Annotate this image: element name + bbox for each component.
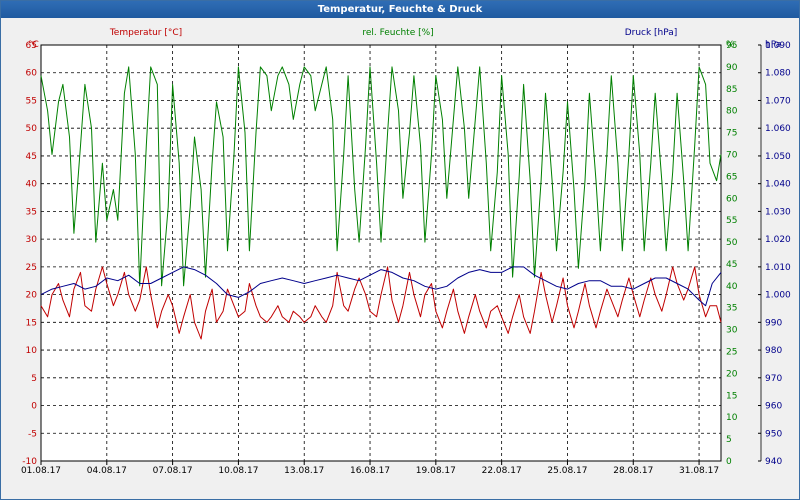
temperature-tick-label: 10 [26, 346, 38, 356]
x-tick-label: 04.08.17 [87, 466, 127, 476]
humidity-tick-label: 85 [726, 85, 737, 95]
temperature-unit: °C [28, 40, 39, 50]
humidity-tick-label: 0 [726, 457, 732, 467]
x-tick-label: 22.08.17 [482, 466, 522, 476]
legend-pressure: Druck [hPa] [625, 28, 678, 38]
x-tick-label: 25.08.17 [547, 466, 587, 476]
humidity-tick-label: 15 [726, 391, 737, 401]
temperature-tick-label: 45 [26, 152, 37, 162]
humidity-tick-label: 90 [726, 63, 738, 73]
temperature-tick-label: 30 [26, 235, 38, 245]
chart: 01.08.17 04.08.17 07.08.17 10.08.17 13.08.17… [21, 28, 791, 476]
plot-area [40, 44, 722, 462]
humidity-tick-label: 25 [726, 348, 737, 358]
pressure-unit: hPa [765, 40, 781, 50]
pressure-tick-label: 1.010 [765, 263, 791, 273]
x-tick-label: 31.08.17 [679, 466, 719, 476]
temperature-tick-label: 55 [26, 96, 37, 106]
temperature-tick-label: 5 [31, 374, 37, 384]
pressure-tick-label: 940 [765, 457, 782, 467]
humidity-tick-label: 95 [726, 41, 737, 51]
humidity-tick-label: 80 [726, 107, 738, 117]
legend-temperature: Temperatur [°C] [109, 28, 182, 38]
temperature-tick-label: 60 [26, 69, 38, 79]
temperature-tick-label: 40 [26, 180, 38, 190]
pressure-tick-label: 1.080 [765, 69, 791, 79]
temperature-tick-label: 15 [26, 318, 37, 328]
temperature-tick-label: 0 [31, 402, 37, 412]
pressure-tick-label: 960 [765, 402, 782, 412]
pressure-tick-label: 1.040 [765, 180, 791, 190]
pressure-tick-label: 1.030 [765, 207, 791, 217]
pressure-tick-label: 1.020 [765, 235, 791, 245]
temperature-tick-label: 65 [26, 41, 37, 51]
pressure-tick-label: 990 [765, 318, 782, 328]
x-tick-label: 10.08.17 [218, 466, 258, 476]
temperature-tick-label: 20 [26, 291, 38, 301]
legend-humidity: rel. Feuchte [%] [362, 28, 433, 38]
humidity-tick-label: 75 [726, 129, 737, 139]
x-tick-label: 13.08.17 [284, 466, 324, 476]
pressure-tick-label: 1.070 [765, 96, 791, 106]
x-tick-label: 28.08.17 [613, 466, 653, 476]
pressure-tick-label: 1.000 [765, 291, 791, 301]
temperature-line [40, 266, 722, 340]
humidity-line [40, 66, 722, 287]
pressure-tick-label: 980 [765, 346, 782, 356]
x-tick-label: 01.08.17 [21, 466, 61, 476]
x-tick-label: 07.08.17 [153, 466, 193, 476]
temperature-tick-label: -5 [28, 429, 37, 439]
temperature-tick-label: -10 [22, 457, 37, 467]
humidity-tick-label: 50 [726, 238, 738, 248]
x-tick-label: 16.08.17 [350, 466, 390, 476]
humidity-tick-label: 20 [726, 369, 738, 379]
temperature-tick-label: 25 [26, 263, 37, 273]
pressure-tick-label: 950 [765, 429, 782, 439]
humidity-tick-label: 65 [726, 172, 737, 182]
pressure-tick-label: 1.090 [765, 41, 791, 51]
x-tick-label: 19.08.17 [416, 466, 456, 476]
humidity-tick-label: 70 [726, 150, 738, 160]
temperature-tick-label: 35 [26, 207, 37, 217]
humidity-tick-label: 40 [726, 282, 738, 292]
humidity-tick-label: 10 [726, 413, 738, 423]
humidity-tick-label: 45 [726, 260, 737, 270]
temperature-tick-label: 50 [26, 124, 38, 134]
humidity-unit: % [726, 40, 735, 50]
humidity-tick-label: 60 [726, 194, 738, 204]
pressure-tick-label: 1.050 [765, 152, 791, 162]
pressure-line [40, 266, 722, 307]
pressure-tick-label: 1.060 [765, 124, 791, 134]
humidity-tick-label: 5 [726, 435, 732, 445]
humidity-tick-label: 55 [726, 216, 737, 226]
window-title: Temperatur, Feuchte & Druck [1, 1, 799, 18]
humidity-tick-label: 30 [726, 326, 738, 336]
humidity-tick-label: 35 [726, 304, 737, 314]
pressure-tick-label: 970 [765, 374, 782, 384]
